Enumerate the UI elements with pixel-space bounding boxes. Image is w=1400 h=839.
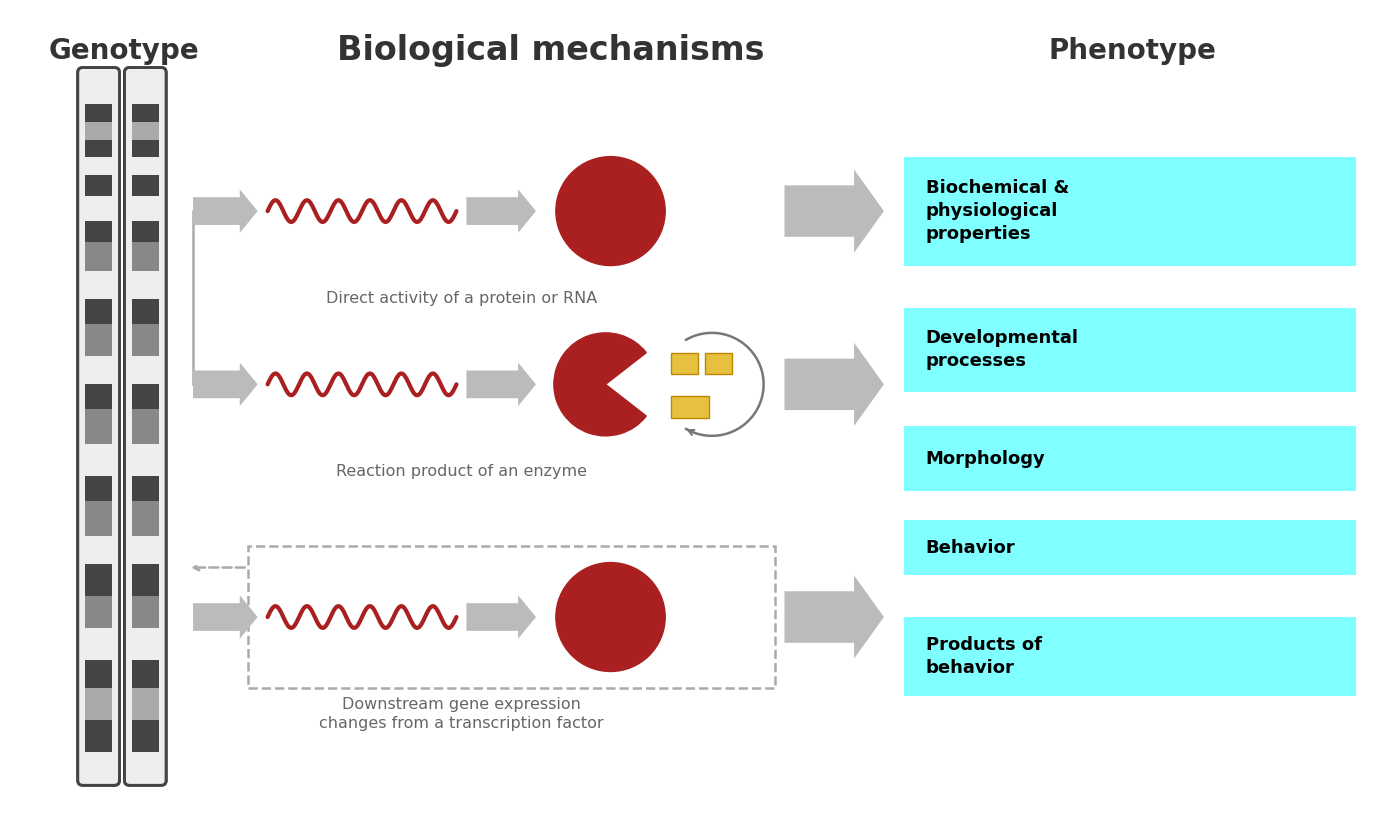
Bar <box>132 688 158 720</box>
Text: Behavior: Behavior <box>925 539 1015 557</box>
Text: Phenotype: Phenotype <box>1049 37 1217 65</box>
Bar <box>132 597 158 628</box>
Bar <box>85 72 112 104</box>
Bar <box>132 242 158 271</box>
Bar <box>132 501 158 536</box>
Bar <box>85 299 112 324</box>
Bar <box>132 196 158 221</box>
Bar <box>85 271 112 299</box>
Bar <box>85 356 112 384</box>
Bar <box>85 597 112 628</box>
Bar <box>85 444 112 476</box>
FancyBboxPatch shape <box>904 426 1357 491</box>
Bar <box>132 324 158 356</box>
Bar <box>132 628 158 660</box>
Text: Reaction product of an enzyme: Reaction product of an enzyme <box>336 464 587 479</box>
FancyBboxPatch shape <box>904 157 1357 266</box>
Bar <box>132 122 158 140</box>
Bar <box>132 565 158 597</box>
FancyBboxPatch shape <box>125 67 167 785</box>
Bar <box>132 384 158 409</box>
Circle shape <box>556 563 665 671</box>
Polygon shape <box>784 343 883 426</box>
Bar <box>85 688 112 720</box>
Bar <box>132 104 158 122</box>
Bar <box>706 352 732 374</box>
Bar <box>85 140 112 158</box>
Text: Products of
behavior: Products of behavior <box>925 636 1042 677</box>
Text: Direct activity of a protein or RNA: Direct activity of a protein or RNA <box>326 291 596 305</box>
Polygon shape <box>193 595 258 638</box>
Bar <box>132 271 158 299</box>
FancyBboxPatch shape <box>904 308 1357 392</box>
Bar <box>85 752 112 780</box>
Wedge shape <box>554 333 647 435</box>
Bar <box>132 175 158 196</box>
Bar <box>132 158 158 175</box>
Bar <box>671 352 699 374</box>
Bar <box>85 409 112 444</box>
Polygon shape <box>466 362 536 406</box>
Text: Genotype: Genotype <box>48 37 199 65</box>
Bar <box>85 720 112 752</box>
Bar <box>85 158 112 175</box>
Polygon shape <box>193 190 258 233</box>
Bar <box>85 104 112 122</box>
Bar <box>85 122 112 140</box>
Bar <box>132 476 158 501</box>
Bar <box>132 356 158 384</box>
Text: Morphology: Morphology <box>925 450 1046 467</box>
Bar <box>132 299 158 324</box>
Bar <box>132 444 158 476</box>
FancyBboxPatch shape <box>904 520 1357 575</box>
Bar <box>85 196 112 221</box>
Bar <box>85 175 112 196</box>
Bar <box>85 501 112 536</box>
Polygon shape <box>466 595 536 638</box>
Bar <box>85 660 112 688</box>
Bar <box>132 536 158 565</box>
Bar <box>132 140 158 158</box>
Circle shape <box>556 157 665 266</box>
Bar <box>132 72 158 104</box>
Bar <box>132 660 158 688</box>
Text: Developmental
processes: Developmental processes <box>925 329 1078 370</box>
Bar <box>85 536 112 565</box>
Polygon shape <box>466 190 536 233</box>
Bar <box>85 628 112 660</box>
Bar <box>85 221 112 242</box>
Bar <box>85 242 112 271</box>
Bar <box>132 720 158 752</box>
Text: Downstream gene expression
changes from a transcription factor: Downstream gene expression changes from … <box>319 696 603 732</box>
Text: Biological mechanisms: Biological mechanisms <box>337 34 764 67</box>
Bar <box>132 221 158 242</box>
Bar <box>132 752 158 780</box>
FancyBboxPatch shape <box>78 67 119 785</box>
Bar <box>671 396 708 418</box>
Text: Biochemical &
physiological
properties: Biochemical & physiological properties <box>925 180 1068 243</box>
Bar <box>85 324 112 356</box>
Bar <box>85 565 112 597</box>
Polygon shape <box>193 362 258 406</box>
Bar <box>132 409 158 444</box>
FancyBboxPatch shape <box>904 617 1357 696</box>
Polygon shape <box>784 576 883 659</box>
Bar <box>85 476 112 501</box>
Bar <box>85 384 112 409</box>
Polygon shape <box>784 169 883 253</box>
